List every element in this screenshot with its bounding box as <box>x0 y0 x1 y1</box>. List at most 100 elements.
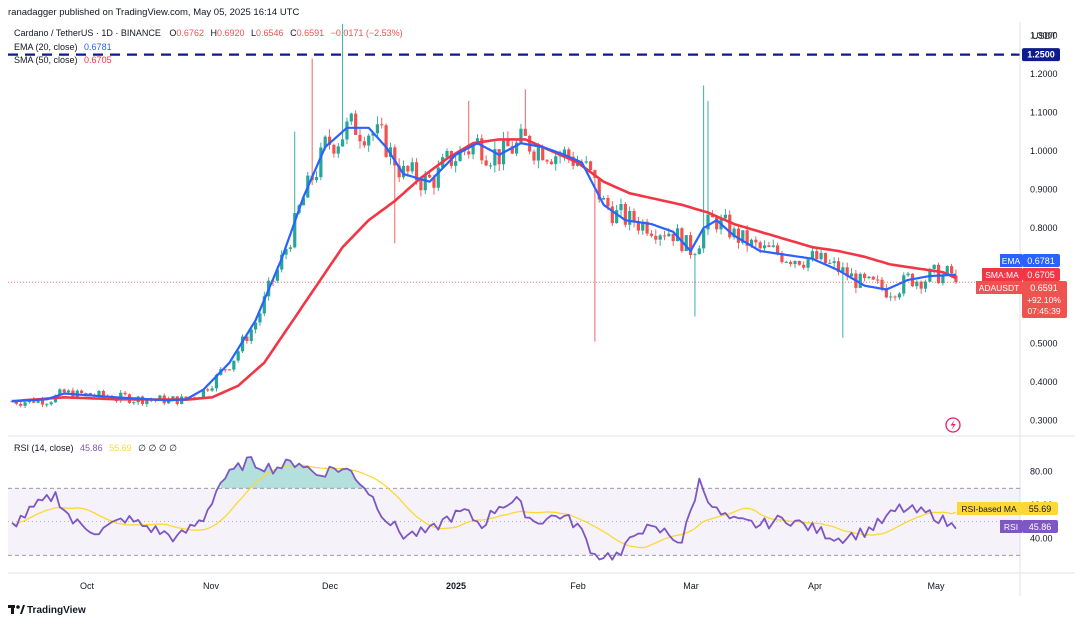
candle <box>841 262 845 338</box>
sma-legend-label: SMA (50, close) <box>14 55 78 65</box>
candle <box>728 210 732 240</box>
time-tick-label: Oct <box>80 581 95 591</box>
rsi-overbought-fill <box>220 457 365 489</box>
rsi-pane[interactable] <box>8 456 1020 561</box>
ohlc-change: −0.0171 (−2.53%) <box>331 28 403 38</box>
ohlc-low: 0.6546 <box>256 28 284 38</box>
candle <box>602 195 606 200</box>
candle <box>923 279 928 293</box>
price-tick-label: 0.9000 <box>1030 184 1058 194</box>
candle <box>662 230 667 241</box>
hline-price-tag: 1.2500 <box>1022 48 1060 62</box>
candle <box>362 136 366 148</box>
candle <box>789 260 793 267</box>
time-tick-label: Nov <box>203 581 220 591</box>
candle <box>732 226 736 240</box>
candle <box>884 284 888 299</box>
candle <box>145 400 149 407</box>
hline-price-label: 1.2500 <box>1027 50 1055 60</box>
candle <box>23 401 27 409</box>
price-tag-countdown: 07:45:39 <box>1027 306 1060 316</box>
rsi-ma-axis-tag: RSI-based MA 55.69 <box>957 502 1058 515</box>
rsi-tick-label: 80.00 <box>1030 467 1053 477</box>
symbol-legend: Cardano / TetherUS · 1D · BINANCE O0.676… <box>14 28 403 38</box>
candle <box>223 368 227 373</box>
candle <box>715 215 719 233</box>
candle <box>288 245 292 252</box>
candle <box>132 401 136 405</box>
rsi-tag-value: 45.86 <box>1029 522 1052 532</box>
candle <box>689 231 693 259</box>
candle <box>227 369 232 371</box>
candle <box>693 252 697 317</box>
lightning-icon[interactable] <box>945 417 961 433</box>
candle <box>671 233 675 246</box>
candle <box>741 230 745 245</box>
candle <box>723 208 727 220</box>
candle <box>936 262 941 284</box>
candle <box>327 129 332 150</box>
ohlc-low-label: L <box>251 28 256 38</box>
price-tag-symbol: ADAUSDT <box>979 283 1020 293</box>
rsi-ma-line <box>11 464 957 549</box>
time-tick-label: Mar <box>683 581 699 591</box>
candle <box>815 247 819 261</box>
candle <box>897 291 901 300</box>
candle <box>410 157 414 174</box>
candle <box>419 177 423 197</box>
candle <box>654 229 658 244</box>
candle <box>893 295 897 301</box>
ohlc-close-label: C <box>290 28 297 38</box>
ema-legend: EMA (20, close) 0.6781 <box>14 42 112 52</box>
candle <box>358 128 362 149</box>
candle <box>793 260 797 269</box>
candle <box>380 117 384 129</box>
candle <box>628 206 632 231</box>
candle <box>919 280 923 294</box>
time-tick-label: Feb <box>570 581 586 591</box>
candle <box>802 261 806 270</box>
price-pane[interactable] <box>8 23 1020 409</box>
sma-axis-tag: SMA:MA 0.6705 <box>982 268 1060 281</box>
candle <box>941 271 945 286</box>
candle <box>823 252 828 264</box>
ohlc-open: 0.6762 <box>176 28 204 38</box>
price-tick-label: 1.2000 <box>1030 69 1058 79</box>
price-tick-label: 1.1000 <box>1030 107 1058 117</box>
ohlc-high: 0.6920 <box>217 28 245 38</box>
candle <box>515 139 519 157</box>
candle <box>375 116 379 137</box>
rsi-line <box>11 456 957 561</box>
price-axis-unit: USDT <box>1032 31 1057 41</box>
candle <box>767 241 771 248</box>
rsi-tick-label: 40.00 <box>1030 534 1053 544</box>
candle <box>771 239 775 248</box>
time-axis[interactable]: Oct Nov Dec 2025 Feb Mar Apr May <box>80 581 945 591</box>
candle <box>367 133 371 152</box>
candle <box>84 392 88 394</box>
time-tick-label: Dec <box>322 581 339 591</box>
candle <box>236 349 240 363</box>
candle <box>745 225 749 252</box>
ema-tag-value: 0.6781 <box>1027 256 1055 266</box>
candle <box>845 262 849 281</box>
candle <box>354 110 358 136</box>
candle <box>401 160 406 180</box>
candle <box>828 259 832 265</box>
price-tick-label: 1.3000 <box>1030 30 1058 40</box>
candle <box>258 311 262 326</box>
candle <box>19 401 23 408</box>
candle <box>262 291 266 317</box>
rsi-legend: RSI (14, close) 45.86 55.69 ∅ ∅ ∅ ∅ <box>14 443 177 453</box>
candle <box>706 100 710 236</box>
candle <box>684 235 688 252</box>
rsi-legend-ma: 55.69 <box>109 443 132 453</box>
rsi-ma-tag-value: 55.69 <box>1029 504 1052 514</box>
sma-legend: SMA (50, close) 0.6705 <box>14 55 112 65</box>
price-axis[interactable]: 1.3000 1.2000 1.1000 1.0000 0.9000 0.8000 0.50… <box>1030 30 1058 425</box>
tradingview-logo[interactable]: TradingView <box>8 605 86 616</box>
candle <box>549 158 553 165</box>
candle <box>497 149 501 172</box>
candle <box>336 142 340 158</box>
